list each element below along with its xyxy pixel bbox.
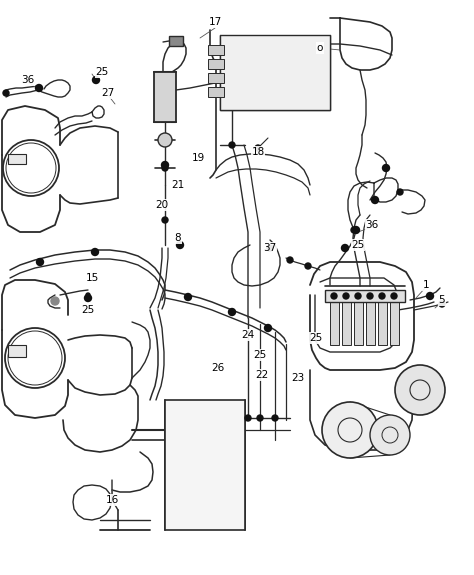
Bar	[154, 72, 176, 122]
Circle shape	[305, 263, 311, 269]
Circle shape	[264, 324, 272, 332]
Bar	[390, 300, 399, 345]
Text: 19: 19	[191, 153, 205, 163]
Text: 21: 21	[172, 180, 185, 190]
Bar	[208, 87, 224, 97]
Text: 27: 27	[101, 88, 115, 98]
Text: 36: 36	[365, 220, 379, 230]
Text: 25: 25	[351, 240, 365, 250]
Text: 18: 18	[251, 147, 264, 157]
Text: 25: 25	[95, 67, 109, 77]
Circle shape	[51, 297, 59, 305]
Circle shape	[331, 293, 337, 299]
Text: 25: 25	[254, 350, 266, 360]
Circle shape	[162, 217, 168, 223]
Circle shape	[351, 227, 357, 233]
Bar	[208, 73, 224, 83]
Bar	[220, 35, 330, 110]
Bar	[208, 59, 224, 69]
Circle shape	[379, 293, 385, 299]
Bar	[378, 300, 387, 345]
Circle shape	[86, 293, 90, 297]
Text: 15: 15	[85, 273, 99, 283]
Circle shape	[397, 189, 403, 195]
Circle shape	[427, 293, 434, 300]
Bar	[8, 345, 26, 357]
Bar	[342, 300, 351, 345]
Circle shape	[229, 142, 235, 148]
Bar	[325, 290, 405, 302]
Text: 8: 8	[175, 233, 182, 243]
Circle shape	[84, 294, 91, 301]
Text: 25: 25	[310, 333, 323, 343]
Circle shape	[184, 293, 191, 301]
Circle shape	[353, 227, 359, 233]
Text: 1: 1	[423, 280, 429, 290]
Text: 16: 16	[105, 495, 118, 505]
Text: 36: 36	[21, 75, 35, 85]
Circle shape	[36, 259, 44, 266]
Circle shape	[395, 365, 445, 415]
Bar	[169, 36, 183, 46]
Circle shape	[36, 85, 43, 91]
Circle shape	[367, 293, 373, 299]
Circle shape	[176, 242, 183, 248]
Bar	[165, 400, 245, 530]
Circle shape	[228, 309, 236, 316]
Circle shape	[3, 90, 9, 96]
Bar	[330, 300, 339, 345]
Bar	[366, 300, 375, 345]
Circle shape	[383, 164, 390, 171]
Text: o: o	[317, 43, 323, 53]
Bar	[8, 154, 26, 164]
Circle shape	[372, 197, 379, 204]
Circle shape	[391, 293, 397, 299]
Text: 25: 25	[82, 305, 95, 315]
Text: 37: 37	[264, 243, 277, 253]
Circle shape	[162, 165, 168, 171]
Text: 26: 26	[211, 363, 225, 373]
Circle shape	[341, 244, 348, 251]
Bar	[208, 45, 224, 55]
Circle shape	[287, 257, 293, 263]
Circle shape	[322, 402, 378, 458]
Circle shape	[355, 293, 361, 299]
Circle shape	[245, 415, 251, 421]
Circle shape	[162, 162, 168, 168]
Circle shape	[92, 76, 100, 83]
Circle shape	[272, 415, 278, 421]
Text: 5: 5	[439, 295, 445, 305]
Circle shape	[343, 293, 349, 299]
Text: 22: 22	[255, 370, 269, 380]
Text: 20: 20	[155, 200, 169, 210]
Text: 23: 23	[292, 373, 305, 383]
Bar	[354, 300, 363, 345]
Circle shape	[158, 133, 172, 147]
Circle shape	[370, 415, 410, 455]
Text: 17: 17	[209, 17, 222, 27]
Circle shape	[439, 301, 445, 307]
Circle shape	[267, 245, 273, 251]
Circle shape	[257, 415, 263, 421]
Text: 24: 24	[241, 330, 255, 340]
Circle shape	[91, 248, 99, 255]
Circle shape	[255, 145, 261, 151]
